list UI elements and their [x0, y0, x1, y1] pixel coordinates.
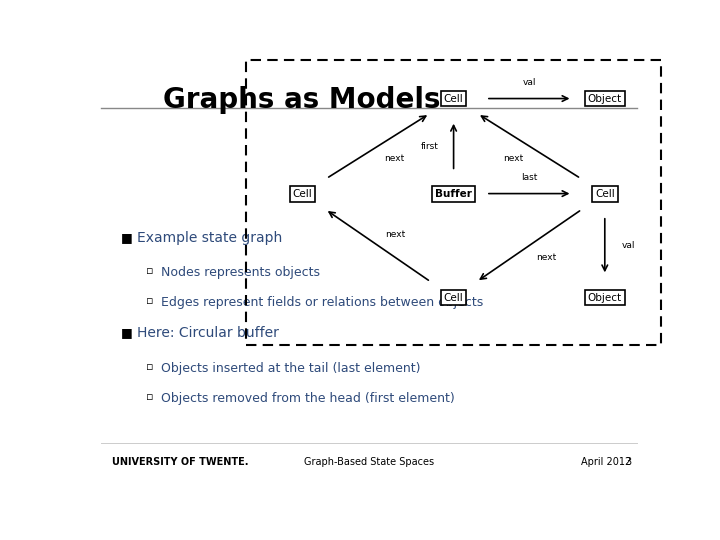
Text: ▫: ▫: [145, 362, 153, 372]
Text: ▫: ▫: [145, 392, 153, 402]
Text: Object: Object: [588, 93, 622, 104]
Text: Here: Circular buffer: Here: Circular buffer: [138, 326, 279, 340]
Text: Edges represent fields or relations between objects: Edges represent fields or relations betw…: [161, 296, 484, 309]
Text: April 2012: April 2012: [581, 457, 631, 467]
Text: next: next: [503, 153, 523, 163]
Text: Cell: Cell: [595, 188, 615, 199]
Text: Buffer: Buffer: [435, 188, 472, 199]
Text: Example state graph: Example state graph: [138, 231, 283, 245]
Text: ■: ■: [121, 326, 132, 339]
Text: next: next: [384, 230, 405, 239]
Text: UNIVERSITY OF TWENTE.: UNIVERSITY OF TWENTE.: [112, 457, 249, 467]
Text: last: last: [521, 173, 537, 182]
Text: first: first: [421, 141, 438, 151]
Text: Graphs as Models: Graphs as Models: [163, 85, 440, 113]
Text: val: val: [622, 241, 635, 250]
Text: Graph-Based State Spaces: Graph-Based State Spaces: [304, 457, 434, 467]
Text: val: val: [523, 78, 536, 87]
Text: Cell: Cell: [444, 93, 464, 104]
Text: next: next: [536, 253, 556, 261]
Text: next: next: [384, 153, 404, 163]
Text: 3: 3: [625, 457, 631, 467]
Text: Nodes represents objects: Nodes represents objects: [161, 266, 320, 280]
Text: Objects inserted at the tail (last element): Objects inserted at the tail (last eleme…: [161, 362, 421, 375]
Text: ▫: ▫: [145, 266, 153, 276]
Text: Object: Object: [588, 293, 622, 302]
Text: ■: ■: [121, 231, 132, 244]
Text: ▫: ▫: [145, 296, 153, 306]
Text: Objects removed from the head (first element): Objects removed from the head (first ele…: [161, 392, 455, 404]
Text: Cell: Cell: [292, 188, 312, 199]
Text: Cell: Cell: [444, 293, 464, 302]
